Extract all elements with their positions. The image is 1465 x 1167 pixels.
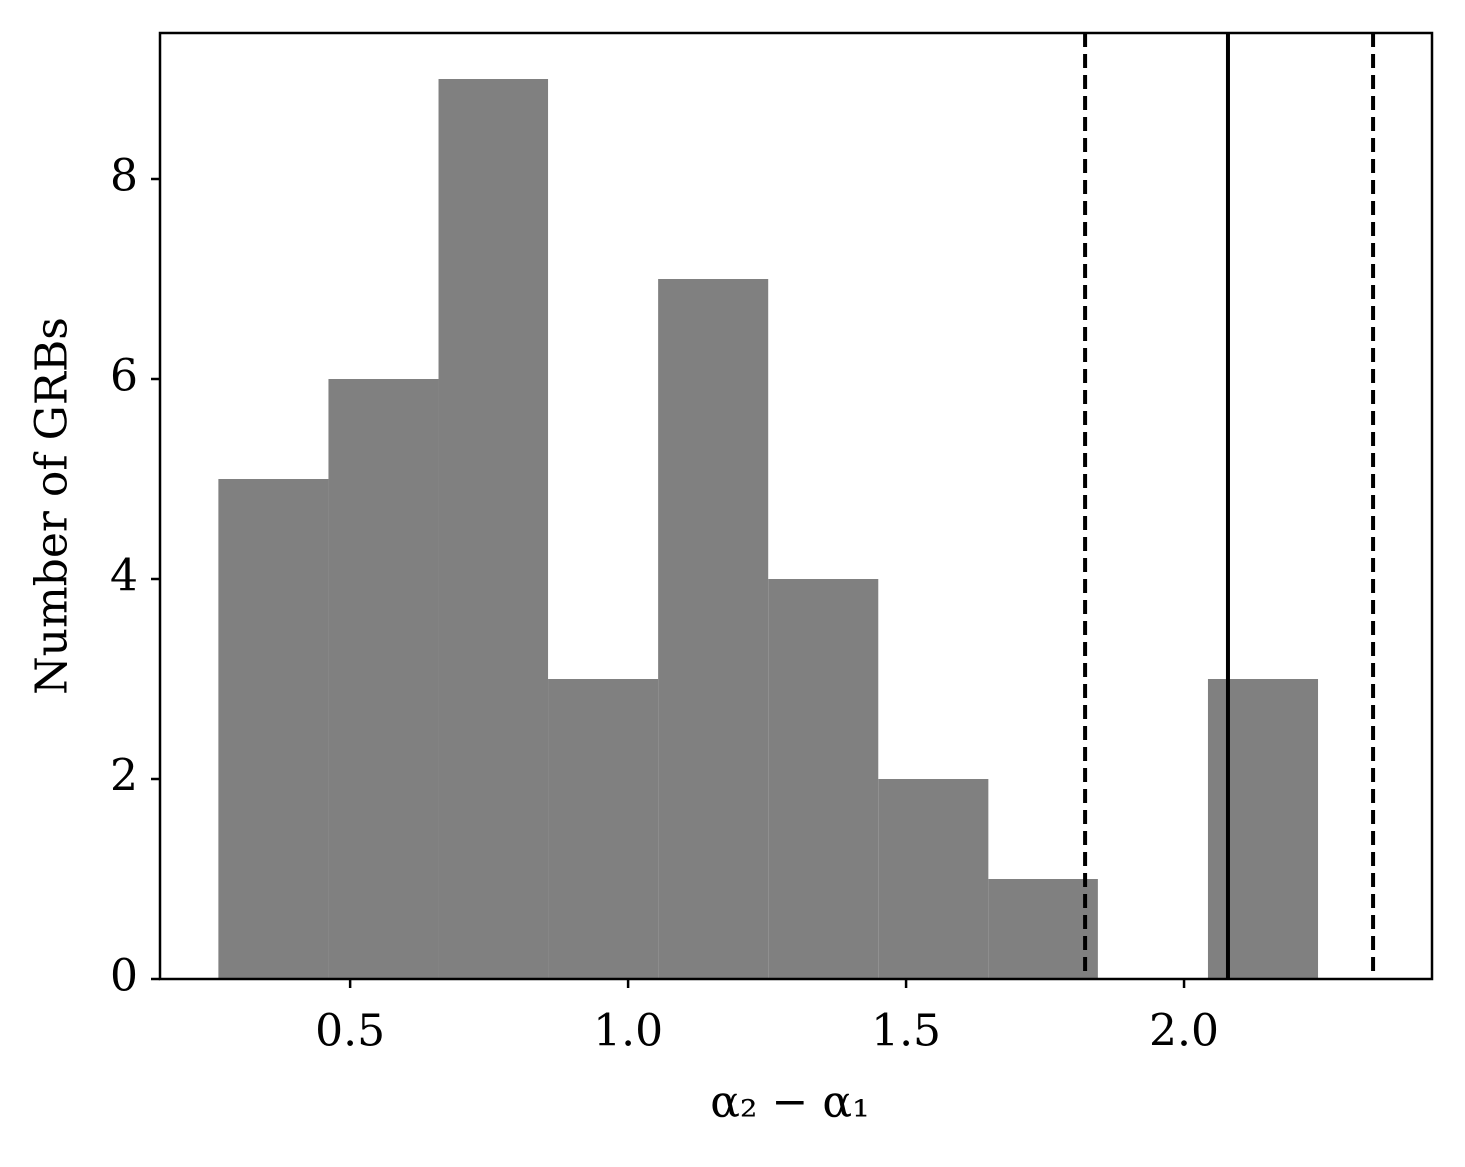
bar	[218, 479, 329, 979]
bar	[658, 279, 769, 979]
bar	[548, 679, 659, 979]
x-tick-label: 2.0	[1149, 1006, 1219, 1057]
x-tick-label: 1.5	[871, 1006, 941, 1057]
plot-frame	[158, 31, 1434, 981]
bar	[768, 579, 879, 979]
x-tick-label: 1.0	[593, 1006, 663, 1057]
y-tick-label: 4	[110, 551, 138, 602]
y-tick-label: 6	[110, 351, 138, 402]
bar	[328, 379, 439, 979]
bar	[1207, 679, 1319, 979]
bar	[438, 79, 549, 979]
x-axis-label: α₂ − α₁	[710, 1077, 870, 1128]
y-tick-label: 0	[110, 951, 138, 1002]
bar	[988, 879, 1098, 979]
y-axis-label: Number of GRBs	[27, 317, 78, 695]
y-tick-label: 8	[110, 151, 138, 202]
y-tick-label: 2	[110, 751, 138, 802]
bar	[878, 779, 989, 979]
x-tick-label: 0.5	[315, 1006, 385, 1057]
